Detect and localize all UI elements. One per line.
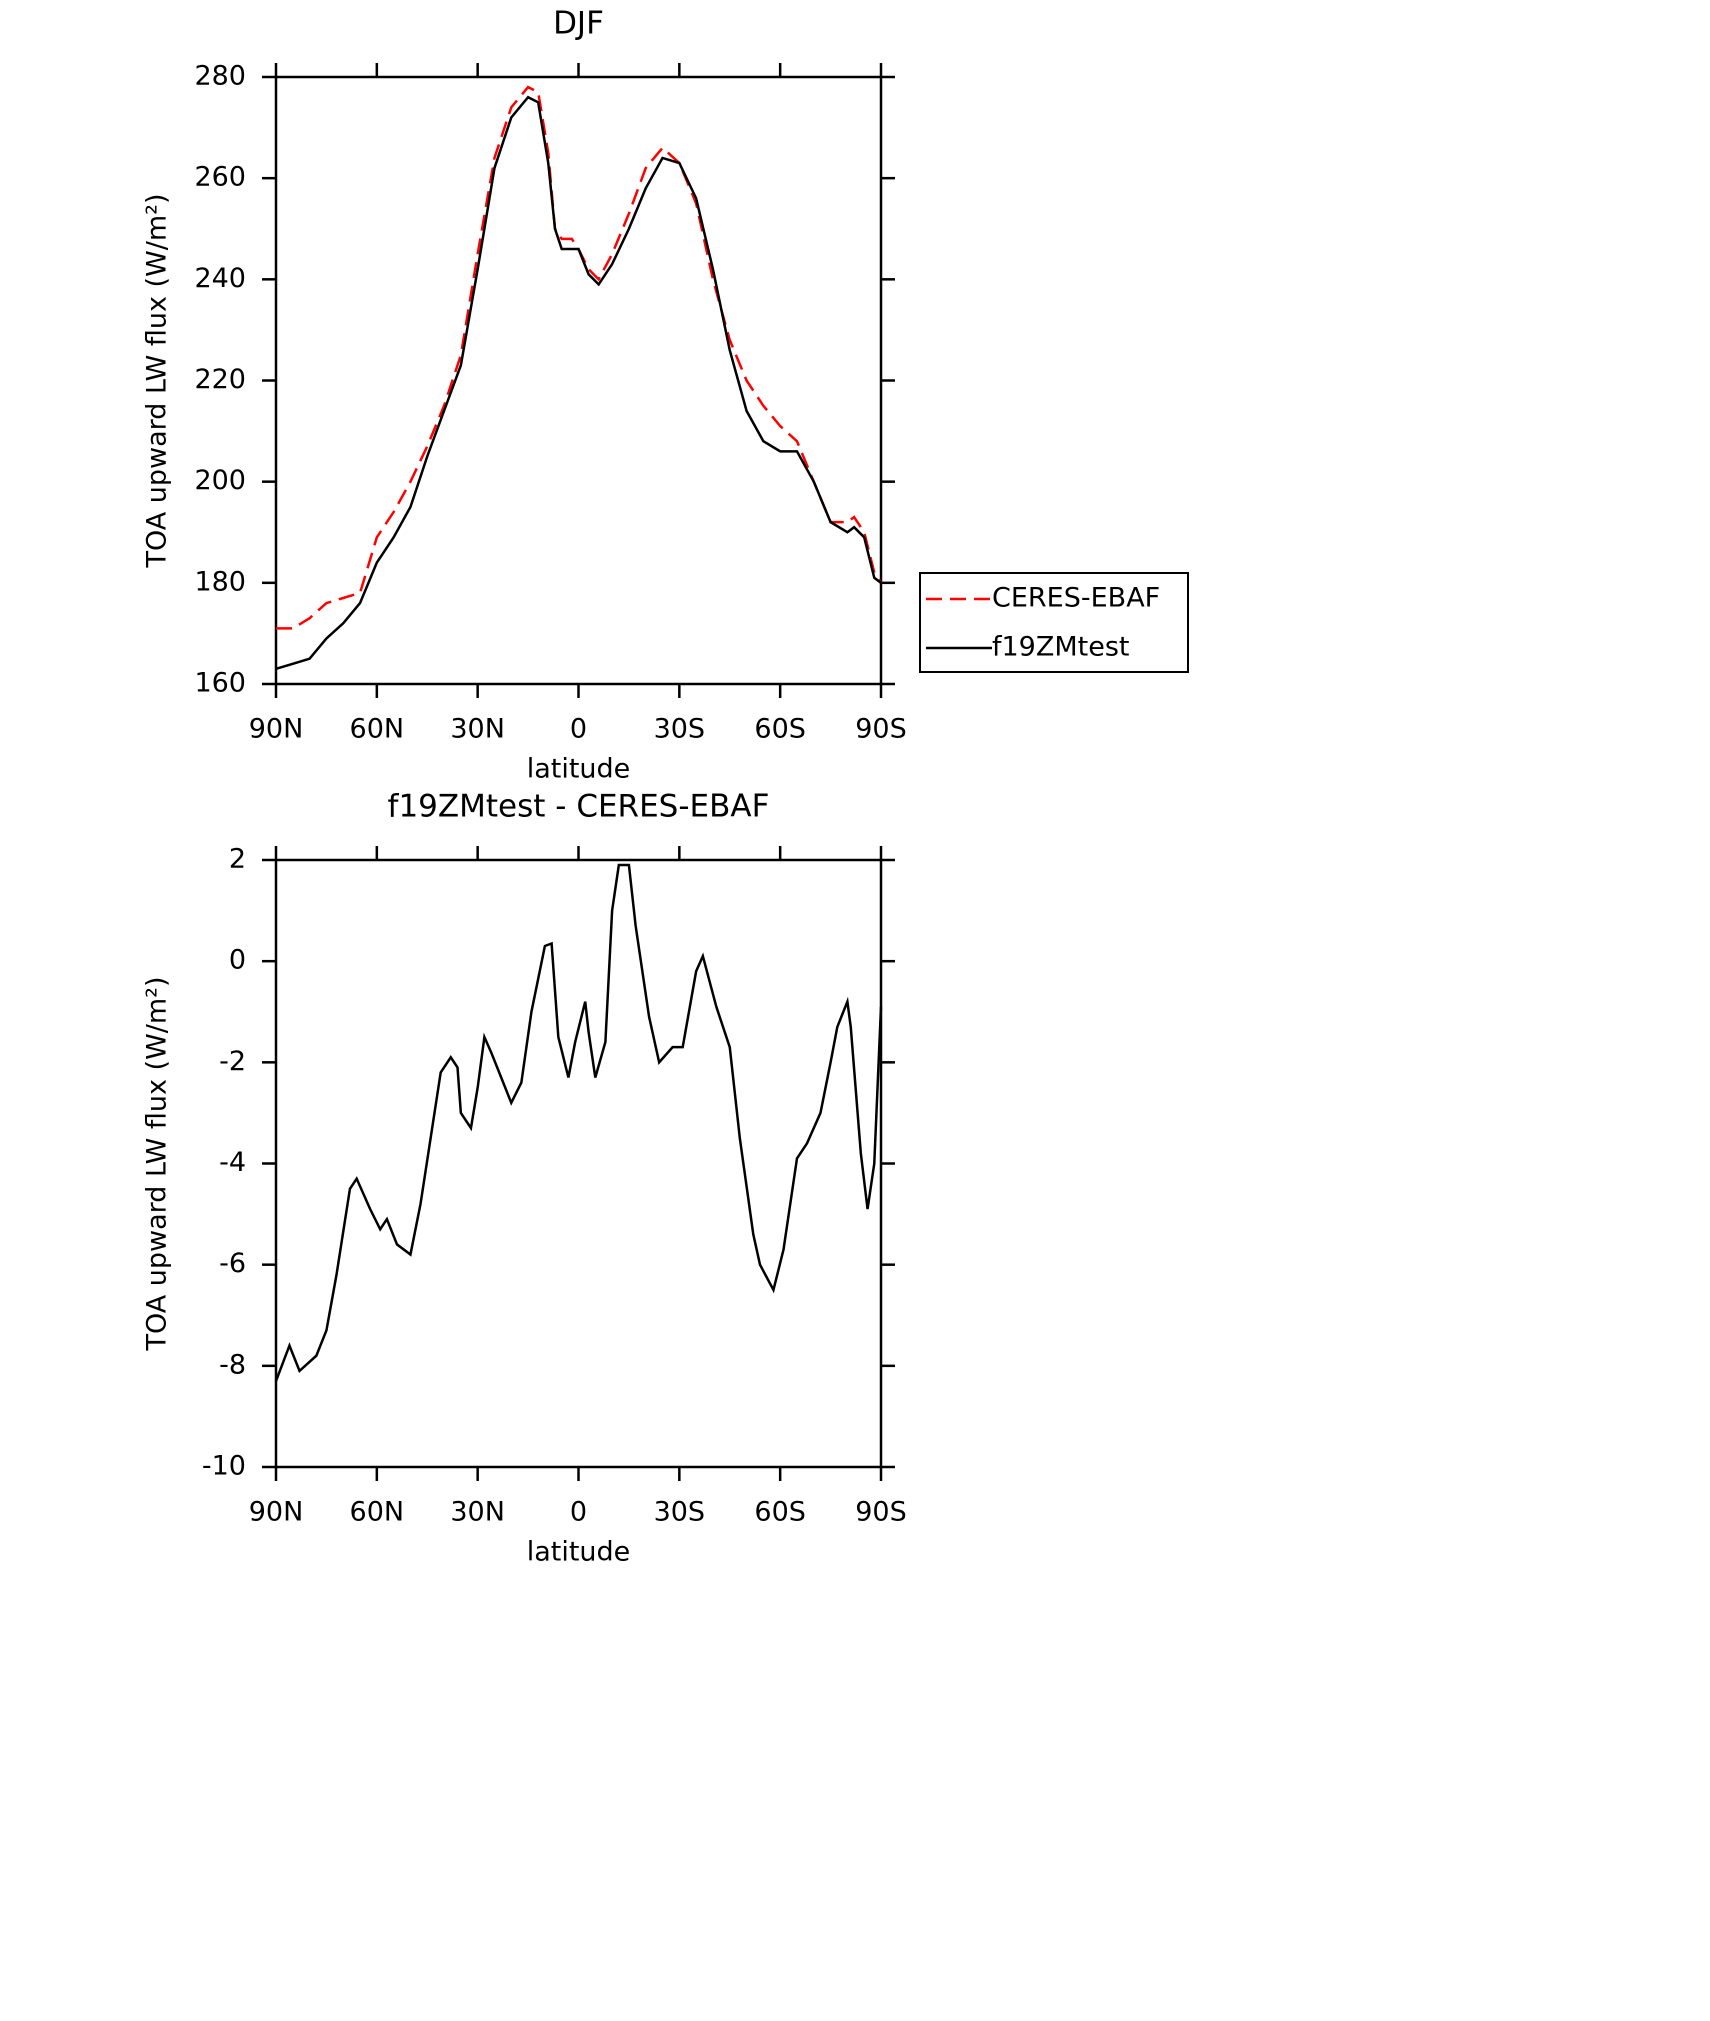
y-tick-label: 180 (194, 566, 246, 597)
x-axis-label: latitude (527, 754, 631, 785)
y-tick-label: 200 (194, 465, 246, 496)
data-line (276, 85, 883, 630)
x-tick-label: 60S (754, 1497, 806, 1528)
plot-frame (274, 75, 883, 686)
plot-frame (274, 858, 883, 1469)
x-tick-label: 30S (654, 1497, 706, 1528)
x-tick-label: 30N (450, 714, 505, 745)
x-tick-label: 90N (249, 714, 304, 745)
x-tick-label: 90S (855, 714, 907, 745)
x-tick-label: 60N (350, 714, 405, 745)
x-tick-label: 0 (570, 1497, 587, 1528)
x-axis-label: latitude (527, 1537, 631, 1568)
x-tick-label: 60N (350, 1497, 405, 1528)
x-tick-label: 60S (754, 714, 806, 745)
y-tick-label: 160 (194, 668, 246, 699)
y-axis-label: TOA upward LW flux (W/m²) (142, 193, 173, 568)
data-line (274, 863, 883, 1382)
y-tick-label: -4 (219, 1147, 246, 1178)
legend-label: f19ZMtest (992, 632, 1130, 663)
chart-title: f19ZMtest - CERES-EBAF (388, 789, 770, 825)
y-tick-label: 260 (194, 162, 246, 193)
x-tick-label: 90S (855, 1497, 907, 1528)
chart-title: DJF (553, 6, 604, 42)
data-line (275, 95, 882, 671)
legend-box (919, 572, 1189, 673)
y-tick-label: -10 (202, 1451, 246, 1482)
y-axis-label: TOA upward LW flux (W/m²) (142, 976, 173, 1351)
y-tick-label: -6 (219, 1248, 246, 1279)
y-tick-label: 280 (194, 61, 246, 92)
x-tick-label: 90N (249, 1497, 304, 1528)
x-tick-label: 30N (450, 1497, 505, 1528)
y-tick-label: -2 (219, 1046, 246, 1077)
y-tick-label: 220 (194, 364, 246, 395)
x-tick-label: 0 (570, 714, 587, 745)
legend-label: CERES-EBAF (992, 583, 1160, 614)
y-tick-label: 0 (229, 945, 246, 976)
y-tick-label: -8 (219, 1349, 246, 1380)
x-tick-label: 30S (654, 714, 706, 745)
y-tick-label: 2 (229, 844, 246, 875)
y-tick-label: 240 (194, 263, 246, 294)
